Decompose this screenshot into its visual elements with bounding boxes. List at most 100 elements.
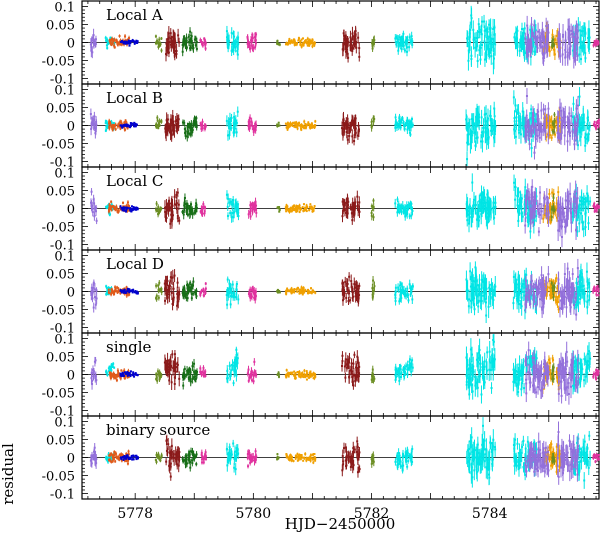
data-point xyxy=(575,192,578,195)
data-point xyxy=(572,210,575,213)
data-point xyxy=(124,119,127,122)
data-point xyxy=(203,39,206,42)
data-point xyxy=(278,43,281,46)
data-point xyxy=(349,46,352,49)
data-point xyxy=(91,210,94,213)
series-observatory-1 xyxy=(163,188,361,230)
data-point xyxy=(527,209,530,212)
data-point xyxy=(556,129,559,132)
data-point xyxy=(490,43,493,46)
data-point xyxy=(236,212,239,215)
data-point xyxy=(408,204,411,207)
data-point xyxy=(194,120,197,123)
data-point xyxy=(531,196,534,199)
data-point xyxy=(165,42,168,45)
data-point xyxy=(167,126,170,129)
data-point xyxy=(398,36,401,39)
data-point xyxy=(558,219,561,222)
data-point xyxy=(341,200,344,203)
data-point xyxy=(136,41,139,44)
data-point xyxy=(133,40,136,43)
data-point xyxy=(134,125,137,128)
data-point xyxy=(177,34,180,37)
data-point xyxy=(400,119,403,122)
data-point xyxy=(470,54,473,57)
data-point xyxy=(346,42,349,45)
data-point xyxy=(486,117,489,120)
data-point xyxy=(124,124,127,127)
data-point xyxy=(195,117,198,120)
data-point xyxy=(480,140,483,143)
data-point xyxy=(551,45,554,48)
data-point xyxy=(303,41,306,44)
data-point xyxy=(228,201,231,204)
data-point xyxy=(120,121,123,124)
data-point xyxy=(186,135,189,138)
data-point xyxy=(109,42,112,45)
data-point xyxy=(295,121,298,124)
data-point xyxy=(555,202,558,205)
data-point xyxy=(119,39,122,42)
data-point xyxy=(476,59,479,62)
data-point xyxy=(235,201,238,204)
data-point xyxy=(169,222,172,225)
data-point xyxy=(341,127,344,130)
data-point xyxy=(529,117,532,120)
data-point xyxy=(126,126,129,129)
data-point xyxy=(546,46,549,49)
data-point xyxy=(526,220,529,223)
data-point xyxy=(485,112,488,115)
data-point xyxy=(400,206,403,209)
data-point xyxy=(522,128,525,131)
data-point xyxy=(351,119,354,122)
data-point xyxy=(518,120,521,123)
data-point xyxy=(545,136,548,139)
data-point xyxy=(308,44,311,47)
data-point xyxy=(399,38,402,41)
data-point xyxy=(253,203,256,206)
data-point xyxy=(563,216,566,219)
data-point xyxy=(250,41,253,44)
data-point xyxy=(477,208,480,211)
data-point xyxy=(247,124,250,127)
y-tick-label: -0.05 xyxy=(42,55,75,70)
data-point xyxy=(573,195,576,198)
data-point xyxy=(592,123,595,126)
data-point xyxy=(573,124,576,127)
data-point xyxy=(287,39,290,42)
data-point xyxy=(104,122,107,125)
data-point xyxy=(478,200,481,203)
data-point xyxy=(227,122,230,125)
data-point xyxy=(561,207,564,210)
data-point xyxy=(160,119,163,122)
data-point xyxy=(395,121,398,124)
data-point xyxy=(311,41,314,44)
data-point xyxy=(236,110,239,113)
data-point xyxy=(514,42,517,45)
data-point xyxy=(125,125,128,128)
data-points xyxy=(89,5,600,75)
data-point xyxy=(394,116,397,119)
series-observatory-9 xyxy=(119,121,138,129)
data-point xyxy=(249,215,252,218)
data-point xyxy=(128,40,131,43)
series-observatory-4 xyxy=(181,27,198,57)
data-point xyxy=(547,44,550,47)
data-point xyxy=(169,32,172,35)
data-point xyxy=(516,46,519,49)
data-point xyxy=(408,215,411,218)
data-point xyxy=(593,124,596,127)
data-point xyxy=(485,138,488,141)
data-point xyxy=(295,43,298,46)
data-point xyxy=(237,208,240,211)
data-point xyxy=(289,40,292,43)
data-point xyxy=(534,45,537,48)
data-point xyxy=(566,140,569,143)
data-point xyxy=(168,199,171,202)
data-point xyxy=(580,58,583,61)
data-point xyxy=(201,120,204,123)
data-point xyxy=(116,125,119,128)
data-point xyxy=(123,121,126,124)
data-point xyxy=(254,122,257,125)
data-point xyxy=(542,217,545,220)
